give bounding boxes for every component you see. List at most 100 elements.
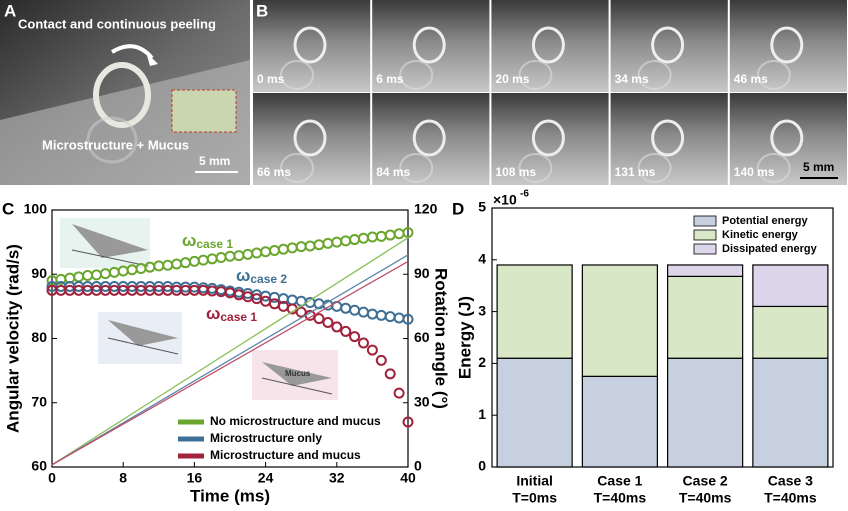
angle-line (51, 260, 409, 466)
ring-shadow (637, 60, 672, 90)
frame-time: 108 ms (495, 165, 536, 179)
ring-shadow (756, 153, 791, 183)
marker (73, 271, 85, 283)
bar-segment (667, 264, 744, 277)
legend-swatch (693, 215, 717, 227)
bar-segment (581, 264, 658, 377)
inset-line (71, 249, 149, 267)
legend-swatch (693, 229, 717, 241)
bar-segment (667, 357, 744, 468)
y-tick-label: 70 (31, 393, 47, 409)
y-axis-label: Energy (J) (455, 296, 474, 379)
x-tick-label: 32 (329, 470, 345, 486)
annotation-text: ω (182, 231, 196, 250)
y2-tick-label: 90 (414, 265, 430, 281)
inset-shape (72, 224, 148, 258)
marker (197, 254, 209, 266)
marker (358, 306, 369, 318)
y-exponent: -6 (520, 189, 529, 200)
ring (651, 26, 685, 64)
legend-label: Kinetic energy (722, 229, 799, 241)
marker (286, 242, 298, 254)
bar-segment (581, 375, 658, 468)
ring (531, 26, 565, 64)
ring-shadow (280, 153, 314, 183)
inset-shape (108, 320, 178, 346)
bar-segment (667, 275, 744, 359)
x-tick-label: 24 (258, 470, 274, 486)
annotation-sub: case 2 (250, 272, 287, 286)
frame-time: 0 ms (257, 72, 285, 86)
panel-label: C (2, 199, 14, 218)
legend-label: No microstructure and mucus (210, 414, 381, 428)
inset-line (107, 337, 179, 355)
ring-shadow (399, 60, 434, 90)
marker (402, 313, 414, 325)
ring-shadow (518, 60, 553, 90)
marker (366, 308, 378, 320)
annotation: ωcase 2 (236, 266, 287, 286)
x-tick-label: 16 (187, 470, 203, 486)
ring-shadow (86, 116, 138, 164)
marker (340, 302, 352, 314)
marker (99, 268, 111, 280)
ring (93, 62, 151, 128)
annotation-text: ω (236, 266, 250, 285)
marker (331, 236, 343, 248)
marker (162, 259, 174, 271)
photo-frame (491, 0, 609, 92)
inset-shape (262, 362, 332, 386)
marker (269, 244, 280, 256)
x-tick-label: Case 1 (597, 473, 642, 489)
bar-segment (496, 357, 573, 468)
ring-shadow (756, 60, 791, 90)
y2-tick-label: 60 (414, 329, 430, 345)
x-tick-label: T=40ms (594, 490, 647, 506)
scale-label: 5 mm (199, 154, 230, 168)
photo-frame (253, 93, 371, 185)
bar-segment (752, 305, 829, 359)
frame-time: 34 ms (615, 72, 649, 86)
y-multiplier: ×10 (493, 192, 517, 208)
x-axis-label: Time (ms) (190, 486, 270, 505)
marker (91, 269, 102, 281)
panel-label: B (256, 1, 268, 20)
legend-label: Potential energy (722, 215, 808, 227)
frame-time: 140 ms (734, 165, 775, 179)
marker (393, 312, 405, 324)
x-tick-label: Case 3 (768, 473, 813, 489)
annotation: Mucus (285, 369, 311, 378)
marker (384, 368, 396, 380)
marker (277, 243, 289, 255)
caption: Contact and continuous peeling (18, 16, 216, 31)
marker (322, 237, 334, 249)
photo-frame (253, 0, 371, 92)
photo-frame (729, 93, 847, 185)
inset-line (261, 377, 333, 395)
x-tick-label: 8 (119, 470, 127, 486)
marker (349, 331, 361, 343)
marker (108, 266, 120, 278)
frame-time: 84 ms (376, 165, 410, 179)
ring (293, 26, 327, 64)
marker (286, 294, 298, 306)
ring-shadow (399, 153, 434, 183)
marker (295, 241, 307, 253)
marker (349, 304, 361, 316)
ring (770, 26, 804, 64)
scale-label: 5 mm (803, 160, 834, 174)
panel-b: 0 ms 6 ms 20 ms 34 ms 46 ms 66 ms 84 ms 108 ms 1… (253, 0, 847, 185)
caption: Microstructure + Mucus (42, 137, 189, 152)
marker (375, 230, 387, 242)
marker (242, 248, 254, 260)
marker (224, 250, 236, 262)
ring-shadow (637, 153, 672, 183)
ring (770, 119, 804, 157)
x-tick-label: Case 2 (683, 473, 728, 489)
marker (180, 257, 191, 269)
marker (260, 246, 272, 258)
x-tick-label: 40 (400, 470, 416, 486)
axes-frame (491, 207, 834, 468)
marker (322, 316, 334, 328)
marker (304, 240, 316, 252)
